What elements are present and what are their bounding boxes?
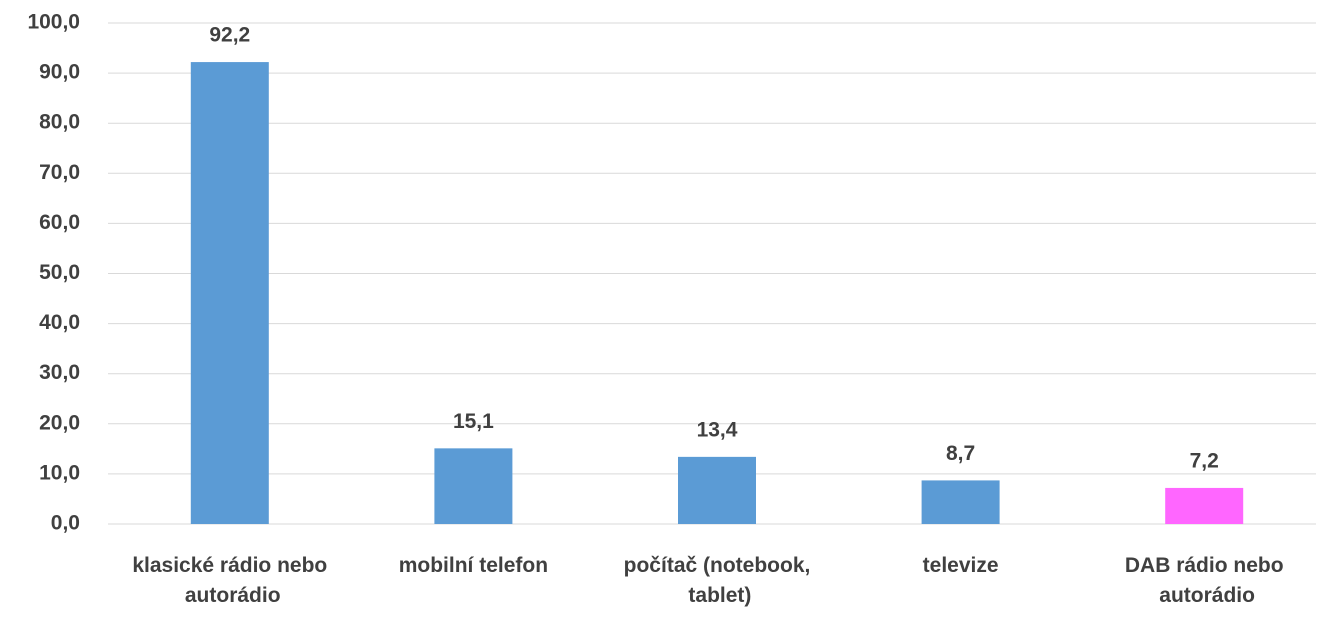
bar (1165, 487, 1244, 524)
y-tick-label: 50,0 (39, 261, 80, 284)
y-tick-label: 30,0 (39, 361, 80, 384)
x-tick-label: mobilní telefon (399, 554, 548, 577)
value-label: 92,2 (209, 24, 250, 47)
y-tick-label: 80,0 (39, 111, 80, 134)
y-tick-label: 70,0 (39, 161, 80, 184)
x-tick-label: televize (923, 554, 999, 577)
value-label: 8,7 (946, 442, 975, 465)
y-tick-label: 20,0 (39, 411, 80, 434)
y-tick-label: 100,0 (27, 11, 80, 34)
value-label: 7,2 (1190, 449, 1219, 472)
value-label: 13,4 (697, 418, 738, 441)
bar (190, 62, 269, 524)
y-tick-label: 10,0 (39, 461, 80, 484)
x-tick-label: klasické rádio nebo autorádio (132, 554, 327, 607)
y-tick-label: 90,0 (39, 61, 80, 84)
y-tick-label: 60,0 (39, 211, 80, 234)
y-tick-label: 0,0 (51, 512, 80, 535)
y-tick-label: 40,0 (39, 311, 80, 334)
bar (434, 448, 513, 524)
bar (921, 480, 1000, 524)
x-tick-label: DAB rádio nebo autorádio (1125, 554, 1284, 607)
value-label: 15,1 (453, 410, 494, 433)
bar (678, 456, 756, 524)
x-tick-label: počítač (notebook, tablet) (624, 554, 811, 607)
